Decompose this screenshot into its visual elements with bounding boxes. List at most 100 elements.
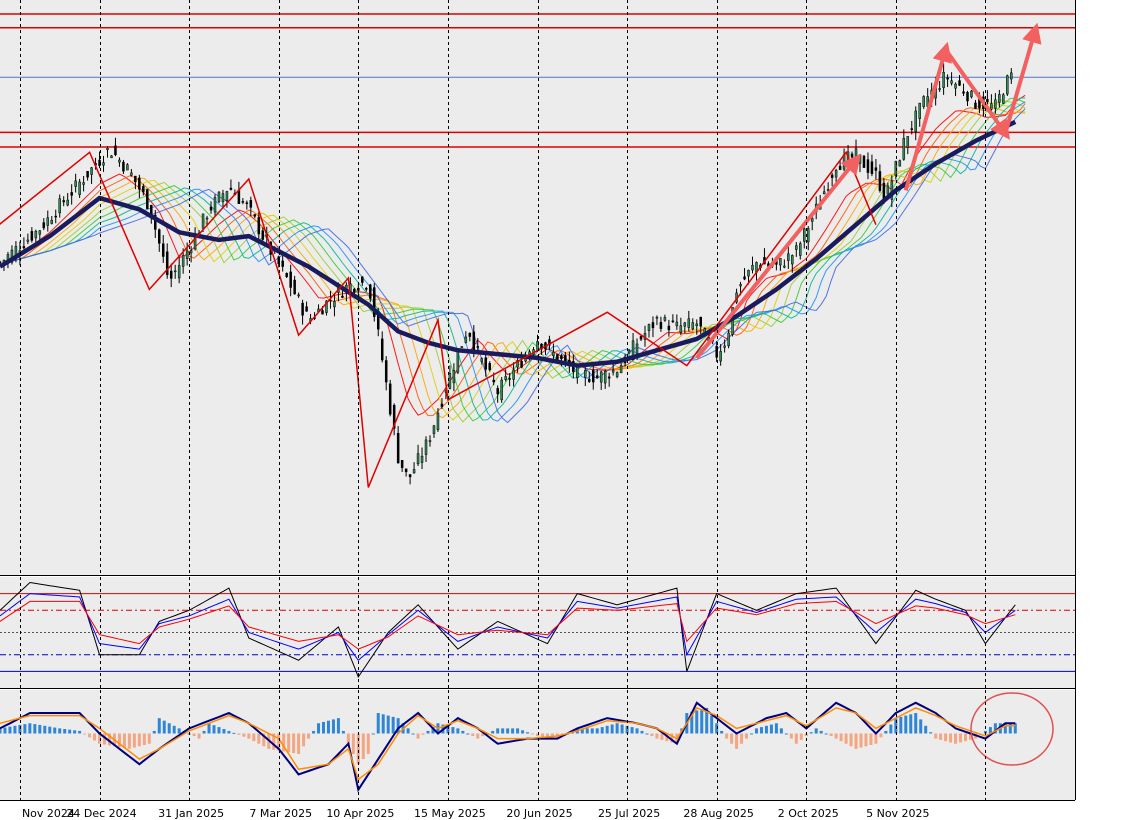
histogram-bar-positive	[640, 730, 644, 734]
histogram-bar-positive	[929, 732, 933, 734]
histogram-bar-positive	[705, 707, 709, 734]
histogram-bar-negative	[107, 733, 111, 746]
histogram-bar-positive	[779, 728, 783, 734]
candle-up	[898, 160, 902, 167]
candle-up	[631, 340, 635, 360]
histogram-bar-negative	[670, 733, 674, 743]
signal-line	[0, 706, 1016, 781]
candle-up	[189, 250, 193, 254]
histogram-bar-positive	[48, 726, 52, 734]
candle-up	[464, 336, 468, 343]
candle-down	[595, 375, 599, 378]
histogram-bar-negative	[366, 733, 370, 754]
candle-up	[205, 217, 209, 220]
candle-up	[663, 317, 667, 321]
histogram-bar-negative	[545, 733, 549, 738]
histogram-bar-positive	[710, 715, 714, 734]
candle-up	[727, 332, 730, 347]
candle-down	[874, 167, 878, 171]
candle-down	[154, 214, 157, 230]
histogram-bar-positive	[511, 728, 515, 734]
price-plot-area	[0, 0, 1075, 575]
candle-down	[870, 161, 874, 174]
candle-up	[938, 88, 941, 90]
candle-down	[866, 159, 870, 173]
candle-down	[122, 161, 125, 172]
histogram-bar-negative	[292, 733, 296, 754]
candle-down	[492, 379, 495, 383]
candle-up	[416, 453, 420, 465]
histogram-bar-positive	[8, 726, 12, 734]
candle-down	[0, 261, 2, 264]
candle-up	[719, 351, 722, 362]
macd-plot-area	[0, 690, 1075, 800]
candle-up	[106, 148, 109, 150]
histogram-bar-positive	[580, 728, 584, 734]
candle-down	[261, 230, 265, 240]
histogram-bar-negative	[740, 733, 744, 744]
histogram-bar-positive	[754, 728, 758, 734]
histogram-bar-positive	[809, 732, 813, 734]
stochastic-line	[0, 593, 1016, 662]
histogram-bar-positive	[406, 728, 410, 734]
histogram-bar-negative	[949, 733, 953, 743]
histogram-bar-positive	[993, 723, 997, 734]
candle-up	[691, 322, 695, 330]
candle-up	[66, 199, 69, 206]
candle-down	[341, 295, 344, 298]
candle-up	[779, 258, 782, 266]
candle-up	[918, 102, 921, 119]
trend-arrow	[695, 153, 862, 360]
histogram-bar-positive	[227, 730, 231, 734]
candle-down	[237, 189, 241, 204]
candle-down	[361, 276, 364, 283]
histogram-bar-positive	[904, 715, 908, 734]
candle-up	[655, 316, 659, 319]
candle-up	[990, 103, 993, 110]
histogram-bar-positive	[595, 728, 599, 734]
candle-up	[950, 80, 953, 84]
candle-up	[436, 412, 440, 430]
histogram-bar-negative	[834, 733, 838, 739]
histogram-bar-positive	[610, 724, 614, 734]
histogram-bar-positive	[232, 732, 236, 734]
candle-up	[826, 189, 830, 191]
histogram-bar-positive	[824, 733, 828, 735]
price-panel: 281.40268.65255.90243.15230.40217.65204.…	[0, 0, 1133, 575]
histogram-bar-positive	[426, 730, 430, 734]
candle-up	[942, 71, 945, 88]
candle-down	[468, 332, 472, 337]
candle-up	[516, 360, 519, 368]
histogram-bar-negative	[127, 733, 131, 749]
histogram-bar-negative	[854, 733, 858, 749]
histogram-bar-positive	[317, 723, 321, 734]
trend-arrow	[1003, 22, 1042, 134]
x-tick-label: 25 Jul 2025	[598, 807, 660, 820]
candle-up	[615, 372, 619, 377]
histogram-bar-negative	[869, 733, 873, 745]
candle-down	[281, 260, 284, 267]
histogram-bar-positive	[321, 721, 325, 734]
candle-down	[165, 251, 169, 276]
candle-up	[795, 245, 798, 250]
histogram-bar-positive	[516, 728, 520, 734]
histogram-bar-negative	[849, 733, 853, 747]
candle-up	[78, 181, 81, 195]
candle-up	[739, 284, 742, 287]
candle-down	[651, 322, 655, 329]
candle-up	[452, 370, 456, 384]
histogram-bar-negative	[745, 733, 749, 739]
histogram-bar-positive	[28, 723, 32, 734]
macd-panel: 6.62040.00-11.5362	[0, 690, 1130, 800]
histogram-bar-negative	[356, 733, 360, 765]
candle-down	[958, 80, 961, 86]
histogram-bar-positive	[461, 730, 465, 734]
histogram-bar-negative	[476, 733, 480, 739]
candle-down	[520, 360, 523, 368]
candle-up	[412, 469, 416, 474]
candle-down	[607, 376, 611, 379]
candle-down	[301, 302, 304, 316]
candle-up	[185, 250, 189, 259]
histogram-bar-negative	[859, 733, 863, 748]
